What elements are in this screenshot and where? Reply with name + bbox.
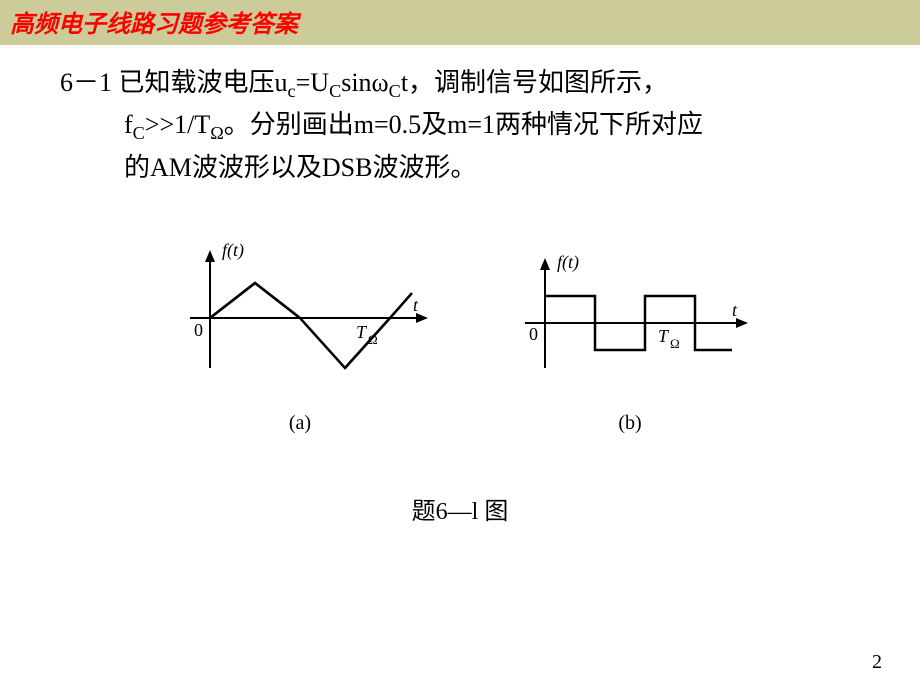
problem-number: 6－1: [60, 68, 112, 97]
s4: C: [133, 124, 145, 144]
t1c: sinω: [341, 68, 388, 97]
s3: C: [389, 81, 401, 101]
problem-line-3: 的AM波波形以及DSB波波形。: [124, 148, 860, 188]
svg-text:T: T: [356, 322, 368, 342]
svg-text:Ω: Ω: [368, 332, 378, 347]
t2a: f: [124, 110, 133, 139]
fa-ylabel: f(t): [222, 240, 244, 261]
page-number: 2: [872, 651, 882, 674]
content-area: 6－1 已知载波电压uc=UCsinωCt，调制信号如图所示， fC>>1/TΩ…: [0, 45, 920, 531]
fa-origin: 0: [194, 320, 203, 340]
s1: c: [288, 81, 296, 101]
t1a: 已知载波电压u: [119, 68, 288, 97]
problem-text: 6－1 已知载波电压uc=UCsinωCt，调制信号如图所示， fC>>1/TΩ…: [60, 63, 860, 188]
figure-a-label: (a): [289, 408, 311, 439]
svg-text:Ω: Ω: [670, 336, 680, 351]
fa-xlabel: t: [413, 295, 419, 315]
figure-b-block: f(t) t 0 T Ω (b): [500, 248, 760, 439]
problem-line-2: fC>>1/TΩ。分别画出m=0.5及m=1两种情况下所对应: [124, 105, 860, 147]
t1b: =U: [296, 68, 329, 97]
figure-b-svg: f(t) t 0 T Ω: [500, 248, 760, 398]
figure-a-svg: f(t) t 0 T Ω: [160, 238, 440, 398]
s2: C: [329, 81, 341, 101]
t2b: >>1/T: [145, 110, 210, 139]
header-title: 高频电子线路习题参考答案: [10, 12, 298, 38]
t2c: 。分别画出m=0.5及m=1两种情况下所对应: [224, 110, 703, 139]
figures-row: f(t) t 0 T Ω (a) f(t) t 0: [60, 238, 860, 439]
t1d: t，调制信号如图所示，: [401, 68, 668, 97]
figure-a-block: f(t) t 0 T Ω (a): [160, 238, 440, 439]
figure-b-label: (b): [618, 408, 641, 439]
s5: Ω: [210, 124, 224, 144]
figure-caption: 题6—l 图: [60, 494, 860, 531]
page-header: 高频电子线路习题参考答案: [0, 0, 920, 45]
svg-text:T: T: [658, 326, 670, 346]
fb-origin: 0: [529, 324, 538, 344]
fb-xlabel: t: [732, 300, 738, 320]
problem-line-1: 6－1 已知载波电压uc=UCsinωCt，调制信号如图所示，: [60, 63, 860, 105]
fb-ylabel: f(t): [557, 252, 579, 273]
